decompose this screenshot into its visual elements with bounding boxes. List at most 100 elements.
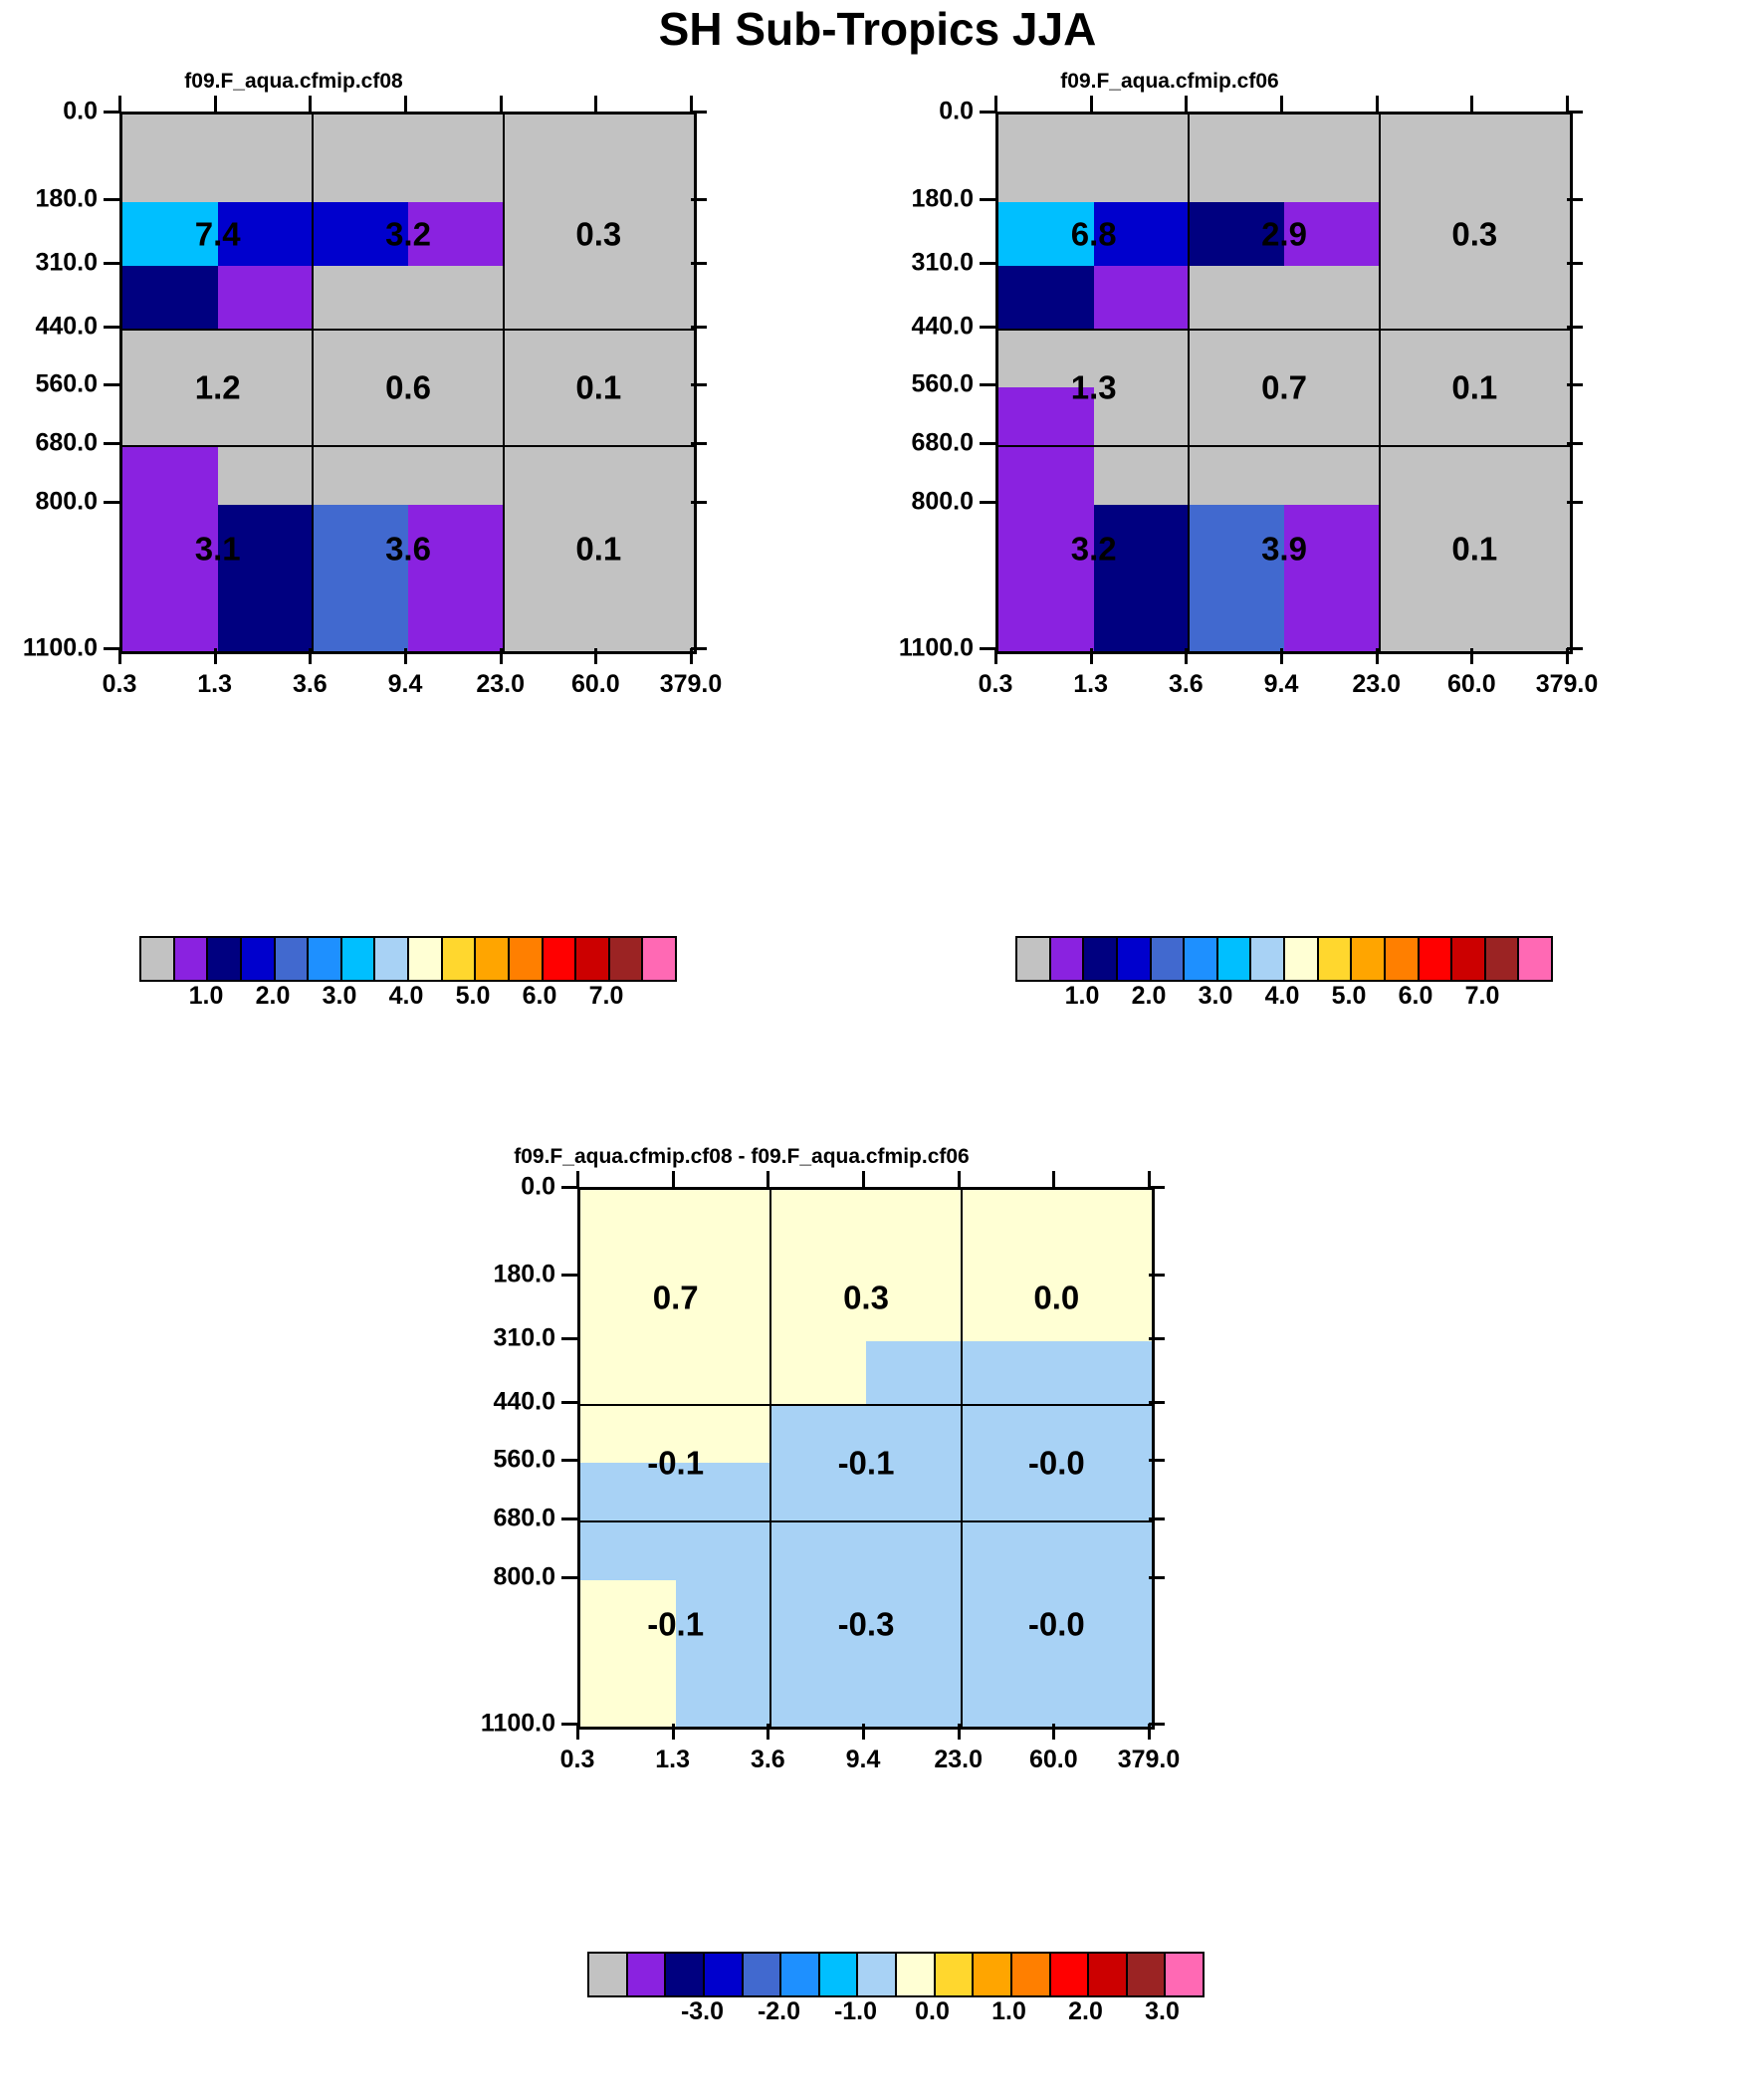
colorbar-tick-label: 0.0 (915, 1997, 950, 2025)
y-axis-tick (980, 261, 995, 265)
x-axis-tick (1148, 1724, 1151, 1740)
grid-line-vertical (1188, 115, 1191, 651)
y-axis-label: 680.0 (911, 428, 974, 457)
heatmap-cell (961, 1340, 1152, 1727)
y-axis-tick (104, 325, 119, 329)
colorbar-swatch (1084, 938, 1118, 980)
y-axis-label: 0.0 (63, 97, 98, 125)
colorbar-swatch (819, 1954, 859, 1995)
cell-value-label: 0.7 (1261, 368, 1307, 406)
y-axis-tick (1567, 325, 1583, 329)
heatmap-cell (122, 446, 218, 651)
colorbar-tick-label: 1.0 (188, 982, 224, 1010)
grid-line-horizontal (122, 328, 694, 331)
colorbar-swatch (409, 938, 443, 980)
cell-value-label: 6.8 (1070, 215, 1117, 253)
cell-value-label: 0.1 (1451, 368, 1498, 406)
colorbar-tick-label: 1.0 (991, 1997, 1026, 2025)
colorbar-swatch (543, 938, 577, 980)
y-axis-label: 180.0 (493, 1260, 555, 1288)
y-axis-tick (1567, 442, 1583, 446)
cell-value-label: 3.2 (1070, 530, 1117, 568)
x-axis-label: 1.3 (655, 1746, 691, 1773)
heatmap-cell (217, 202, 314, 266)
panel-cf06-plot[interactable]: 6.8 2.9 0.3 1.3 0.7 0.1 3.2 3.9 0.1 (995, 112, 1573, 654)
colorbar-swatch (1050, 1954, 1090, 1995)
colorbar-swatch (935, 1954, 975, 1995)
colorbar-cf06-strip (1015, 936, 1553, 982)
cell-value-label: 1.2 (194, 368, 241, 406)
x-axis-tick (1470, 96, 1474, 112)
cell-value-label: 3.9 (1261, 530, 1307, 568)
y-axis-label: 560.0 (911, 369, 974, 398)
x-axis-label: 379.0 (1117, 1746, 1181, 1773)
y-axis-tick (104, 647, 119, 650)
x-axis-tick (994, 96, 997, 112)
x-axis-tick (671, 1171, 675, 1187)
cell-value-label: 0.3 (575, 215, 622, 253)
panel-cf08-plot[interactable]: 7.4 3.2 0.3 1.2 0.6 0.1 3.1 3.6 0.1 (119, 112, 697, 654)
page-title: SH Sub-Tropics JJA (658, 3, 1097, 55)
grid-line-horizontal (122, 445, 694, 448)
colorbar-swatch (576, 938, 610, 980)
y-axis-tick (104, 261, 119, 265)
heatmap-cell (1093, 202, 1190, 266)
colorbar-swatch (442, 938, 477, 980)
x-axis-tick (213, 96, 217, 112)
y-axis-label: 440.0 (35, 312, 98, 341)
panel-cf08-title: f09.F_aqua.cfmip.cf08 (184, 70, 403, 93)
x-axis-tick (1148, 1171, 1151, 1187)
panel-cf08: f09.F_aqua.cfmip.cf08 7.4 3.2 0.3 1.2 0.6 0.1… (0, 70, 846, 697)
panel-diff: f09.F_aqua.cfmip.cf08 - f09.F_aqua.cfmip… (438, 1145, 1314, 1792)
y-axis-label: 800.0 (493, 1562, 555, 1591)
x-axis-label: 23.0 (934, 1746, 983, 1773)
panel-diff-plot[interactable]: 0.7 0.3 0.0 -0.1 -0.1 -0.0 -0.1 -0.3 -0.0 (577, 1187, 1155, 1730)
cell-value-label: -0.1 (647, 1444, 705, 1482)
cell-value-label: 0.3 (1451, 215, 1498, 253)
colorbar-swatch (1011, 1954, 1051, 1995)
colorbar-tick-label: 1.0 (1064, 982, 1100, 1010)
colorbar-swatch (1089, 1954, 1128, 1995)
y-axis-tick (691, 383, 707, 387)
cell-value-label: -0.1 (647, 1605, 705, 1643)
colorbar-swatch (1485, 938, 1520, 980)
colorbar-swatch (1117, 938, 1152, 980)
y-axis-tick (1567, 501, 1583, 504)
heatmap-cell (1093, 505, 1190, 651)
x-axis-tick (213, 648, 217, 664)
x-axis-tick (499, 96, 503, 112)
grid-line-horizontal (998, 445, 1570, 448)
x-axis-label: 3.6 (750, 1746, 785, 1773)
colorbar-tick-label: -2.0 (757, 1997, 801, 2025)
x-axis-tick (1185, 96, 1189, 112)
colorbar-cf06: 1.0 2.0 3.0 4.0 5.0 6.0 7.0 (1015, 936, 1553, 1016)
x-axis-label: 9.4 (845, 1746, 881, 1773)
x-axis-label: 3.6 (1168, 670, 1204, 698)
y-axis-tick (104, 442, 119, 446)
colorbar-cf08-ticks: 1.0 2.0 3.0 4.0 5.0 6.0 7.0 (139, 984, 677, 1014)
heatmap-cell (770, 1404, 866, 1727)
colorbar-swatch (704, 1954, 744, 1995)
x-axis-tick (690, 96, 693, 112)
y-axis-tick (980, 442, 995, 446)
y-axis-label: 800.0 (911, 487, 974, 516)
y-axis-label: 0.0 (939, 97, 974, 125)
colorbar-tick-label: 6.0 (522, 982, 557, 1010)
x-axis-label: 0.3 (102, 670, 137, 698)
x-axis-tick (862, 1724, 865, 1740)
y-axis-tick (561, 1336, 577, 1340)
colorbar-cf08: 1.0 2.0 3.0 4.0 5.0 6.0 7.0 (139, 936, 677, 1016)
y-axis-tick (561, 1459, 577, 1463)
x-axis-label: 1.3 (197, 670, 233, 698)
heatmap-cell (998, 387, 1094, 651)
cell-value-label: -0.1 (837, 1444, 895, 1482)
x-axis-tick (404, 648, 407, 664)
colorbar-diff: -3.0 -2.0 -1.0 0.0 1.0 2.0 3.0 (587, 1952, 1205, 2031)
x-axis-tick (309, 648, 313, 664)
grid-line-vertical (502, 115, 505, 651)
heatmap-cell (1189, 505, 1284, 651)
y-axis-tick (1567, 198, 1583, 202)
x-axis-tick (994, 648, 997, 664)
y-axis-label: 310.0 (35, 248, 98, 277)
